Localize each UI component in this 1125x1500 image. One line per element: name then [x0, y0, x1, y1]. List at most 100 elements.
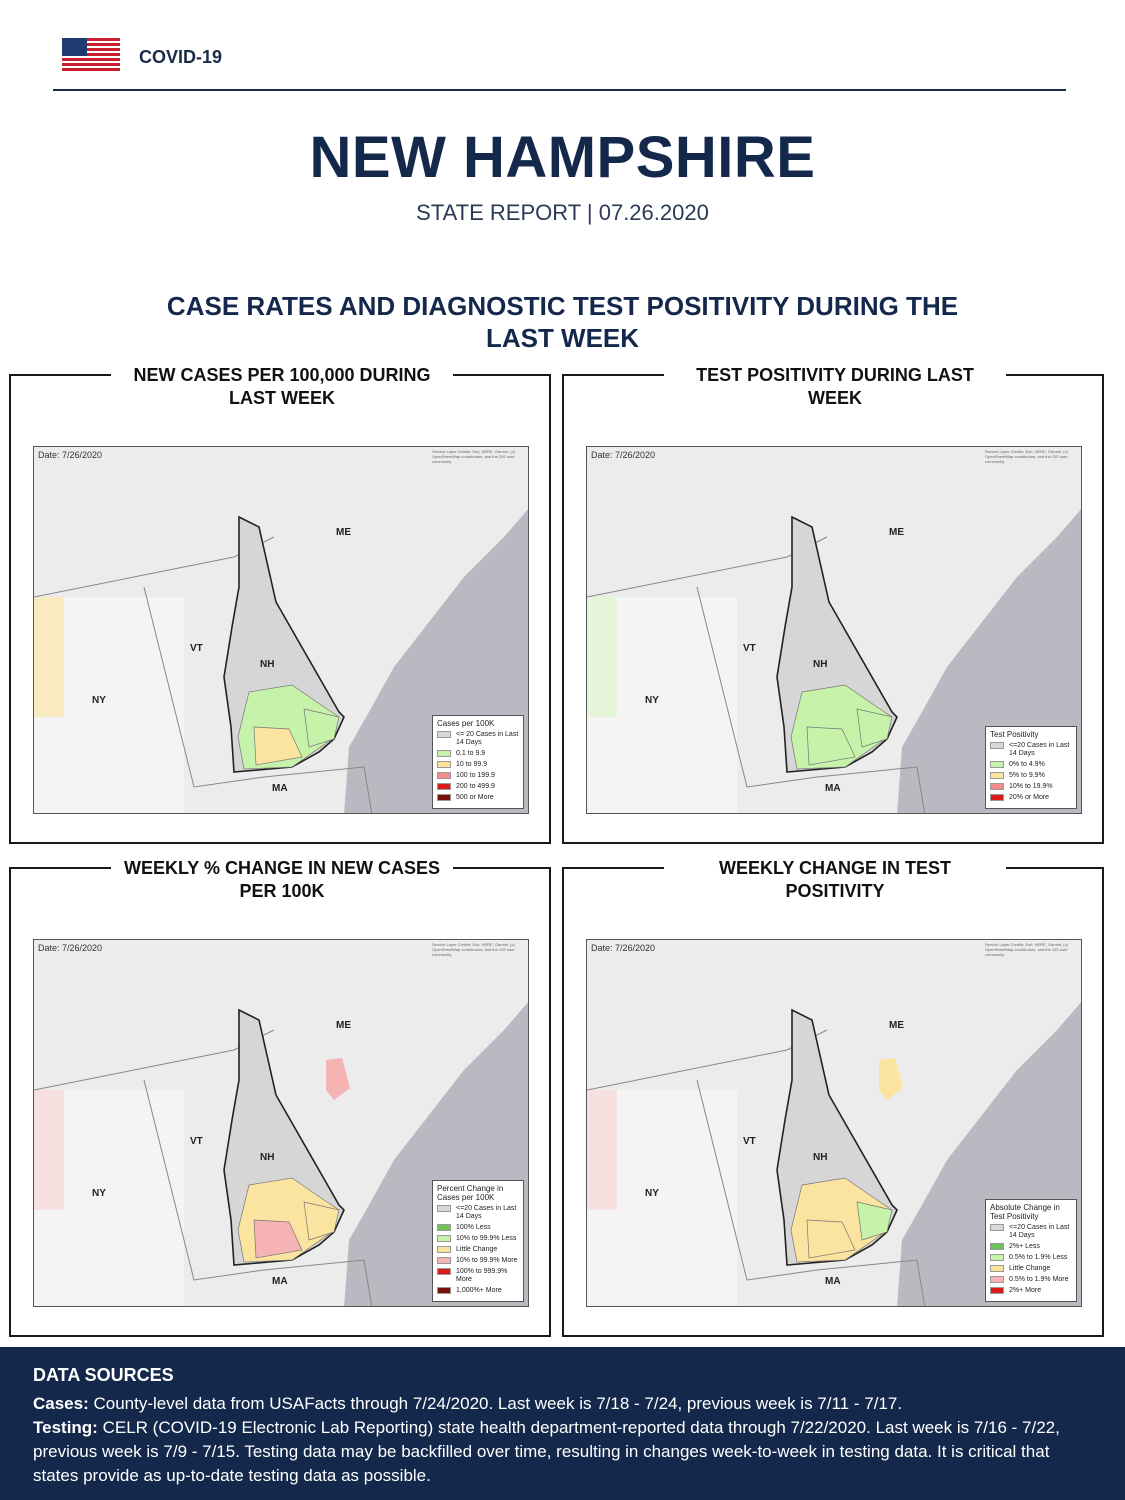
legend-label: 1,000%+ More [456, 1287, 502, 1294]
header-divider [53, 89, 1066, 91]
section-title: CASE RATES AND DIAGNOSTIC TEST POSITIVIT… [166, 291, 959, 353]
panel-title: TEST POSITIVITY DURING LAST WEEK [664, 364, 1006, 410]
legend-swatch [437, 750, 451, 757]
legend-item: <=20 Cases in Last 14 Days [990, 1224, 1072, 1240]
legend-label: Little Change [1009, 1265, 1051, 1272]
footer-testing: Testing: CELR (COVID-19 Electronic Lab R… [33, 1416, 1092, 1488]
map-legend: Test Positivity <=20 Cases in Last 14 Da… [985, 726, 1077, 809]
state-label-vt: VT [743, 1136, 756, 1147]
map-panel: WEEKLY % CHANGE IN NEW CASES PER 100K Da… [9, 857, 551, 1337]
legend-item: 2%+ Less [990, 1243, 1072, 1251]
legend-label: 500 or More [456, 794, 494, 801]
data-sources-footer: DATA SOURCES Cases: County-level data fr… [0, 1347, 1125, 1500]
state-label-vt: VT [190, 643, 203, 654]
map-panel: WEEKLY CHANGE IN TEST POSITIVITY Date: 7… [562, 857, 1104, 1337]
legend-label: 100% to 999.9% More [456, 1268, 508, 1283]
legend-label: <=20 Cases in Last 14 Days [1009, 1224, 1070, 1239]
map-legend: Percent Change in Cases per 100K <=20 Ca… [432, 1180, 524, 1302]
legend-swatch [437, 1246, 451, 1253]
legend-swatch [437, 1268, 451, 1275]
state-label-ma: MA [825, 783, 841, 794]
footer-cases: Cases: County-level data from USAFacts t… [33, 1392, 1092, 1416]
state-label-me: ME [336, 1020, 351, 1031]
legend-item: 500 or More [437, 794, 519, 802]
panel-title: WEEKLY % CHANGE IN NEW CASES PER 100K [111, 857, 453, 903]
map-legend: Absolute Change in Test Positivity <=20 … [985, 1199, 1077, 1302]
panel-title: WEEKLY CHANGE IN TEST POSITIVITY [664, 857, 1006, 903]
report-header: COVID-19 [0, 0, 1125, 95]
legend-title: Test Positivity [990, 730, 1039, 739]
legend-swatch [437, 1224, 451, 1231]
state-label-ny: NY [92, 695, 106, 706]
legend-item: 100% to 999.9% More [437, 1268, 519, 1284]
legend-label: 0.5% to 1.9% Less [1009, 1254, 1068, 1261]
legend-item: 0.5% to 1.9% More [990, 1276, 1072, 1284]
legend-swatch [437, 1235, 451, 1242]
map-graphic [587, 940, 1081, 1306]
page-title: NEW HAMPSHIRE [309, 125, 816, 190]
legend-item: 1,000%+ More [437, 1287, 519, 1295]
map-credit: Service Layer Credits: Esri, HERE, Garmi… [985, 942, 1068, 957]
footer-heading: DATA SOURCES [33, 1365, 174, 1385]
legend-label: 20% or More [1009, 794, 1050, 801]
choropleth-map: Date: 7/26/2020 Service Layer Credits: E… [586, 446, 1082, 814]
legend-title: Absolute Change in Test Positivity [990, 1203, 1060, 1221]
legend-swatch [437, 1205, 451, 1212]
legend-label: 0% to 4.9% [1009, 761, 1045, 768]
legend-item: 10% to 99.9% Less [437, 1235, 519, 1243]
legend-title: Cases per 100K [437, 719, 495, 728]
legend-label: 10% to 99.9% More [456, 1257, 518, 1264]
map-panel: TEST POSITIVITY DURING LAST WEEK Date: 7… [562, 364, 1104, 844]
legend-item: 10 to 99.9 [437, 761, 519, 769]
legend-label: Little Change [456, 1246, 498, 1253]
state-label-me: ME [336, 527, 351, 538]
testing-text: CELR (COVID-19 Electronic Lab Reporting)… [33, 1418, 1060, 1485]
legend-label: 200 to 499.9 [456, 783, 495, 790]
legend-item: Little Change [437, 1246, 519, 1254]
map-credit: Service Layer Credits: Esri, HERE, Garmi… [432, 449, 515, 464]
legend-item: 10% to 99.9% More [437, 1257, 519, 1265]
state-label-ma: MA [272, 783, 288, 794]
state-label-me: ME [889, 1020, 904, 1031]
legend-swatch [437, 794, 451, 801]
cases-text: County-level data from USAFacts through … [88, 1394, 903, 1413]
legend-label: <= 20 Cases in Last 14 Days [456, 731, 519, 746]
legend-swatch [990, 783, 1004, 790]
map-date: Date: 7/26/2020 [591, 943, 656, 953]
legend-swatch [437, 772, 451, 779]
legend-label: 0.5% to 1.9% More [1009, 1276, 1069, 1283]
choropleth-map: Date: 7/26/2020 Service Layer Credits: E… [33, 939, 529, 1307]
state-label-ma: MA [825, 1276, 841, 1287]
legend-item: 0.1 to 9.9 [437, 750, 519, 758]
legend-item: 0.5% to 1.9% Less [990, 1254, 1072, 1262]
legend-item: 100% Less [437, 1224, 519, 1232]
legend-label: 10% to 19.9% [1009, 783, 1053, 790]
legend-swatch [990, 1276, 1004, 1283]
legend-label: 10 to 99.9 [456, 761, 488, 768]
state-label-ny: NY [645, 1188, 659, 1199]
legend-label: 0.1 to 9.9 [456, 750, 486, 757]
legend-swatch [990, 1265, 1004, 1272]
legend-item: 2%+ More [990, 1287, 1072, 1295]
state-label-nh: NH [260, 1152, 275, 1163]
legend-label: <=20 Cases in Last 14 Days [456, 1205, 517, 1220]
legend-swatch [437, 1287, 451, 1294]
legend-swatch [437, 761, 451, 768]
legend-swatch [437, 1257, 451, 1264]
legend-title: Percent Change in Cases per 100K [437, 1184, 504, 1202]
map-date: Date: 7/26/2020 [591, 450, 656, 460]
legend-swatch [437, 731, 451, 738]
legend-swatch [990, 794, 1004, 801]
map-legend: Cases per 100K <= 20 Cases in Last 14 Da… [432, 715, 524, 809]
legend-item: 5% to 9.9% [990, 772, 1072, 780]
state-label-nh: NH [813, 1152, 828, 1163]
map-credit: Service Layer Credits: Esri, HERE, Garmi… [985, 449, 1068, 464]
legend-swatch [990, 742, 1004, 749]
state-label-ny: NY [92, 1188, 106, 1199]
legend-item: 200 to 499.9 [437, 783, 519, 791]
legend-swatch [990, 761, 1004, 768]
map-date: Date: 7/26/2020 [38, 450, 103, 460]
legend-swatch [990, 772, 1004, 779]
state-label-nh: NH [260, 659, 275, 670]
state-label-me: ME [889, 527, 904, 538]
